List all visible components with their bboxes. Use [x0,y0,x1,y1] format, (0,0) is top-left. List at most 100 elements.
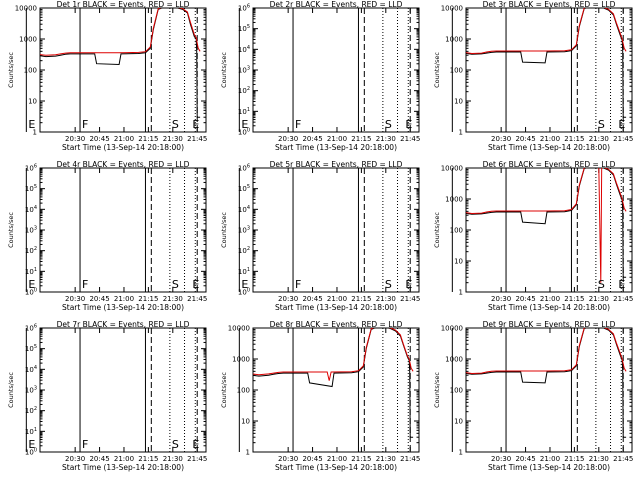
x-tick-label: 20:30 [278,455,298,463]
y-tick-label: 101 [238,107,250,116]
x-tick-label: 20:30 [65,455,85,463]
x-tick-label: 21:00 [540,135,560,143]
series-lld [253,328,414,381]
x-tick-label: 21:45 [187,455,207,463]
panel-8: Det 8r BLACK = Events, RED = LLD 1 10 100 10… [220,320,420,472]
interval-letter: E [618,118,625,131]
y-tick-label: 1000 [232,356,250,364]
interval-letter: S [172,438,179,451]
plot-frame [252,327,420,453]
y-axis-label: Counts/sec [433,212,441,248]
interval-letter: E [28,438,35,451]
x-tick-label: 21:45 [400,135,420,143]
x-tick-label: 21:00 [540,455,560,463]
interval-letter: E [618,278,625,291]
interval-letter: S [598,118,605,131]
panel-7: Det 7r BLACK = Events, RED = LLD 100 101 10… [7,320,207,472]
panel-1: Det 1r BLACK = Events, RED = LLD 1 10 100 10… [7,0,207,152]
interval-letter: S [172,118,179,131]
y-tick-label: 102 [25,406,37,415]
x-tick-label: 21:45 [187,135,207,143]
x-tick-label: 20:45 [302,455,322,463]
x-tick-label: 21:45 [187,295,207,303]
x-tick-label: 20:45 [302,135,322,143]
y-tick-label: 10 [28,98,37,106]
x-axis-label: Start Time (13-Sep-14 20:18:00) [488,303,610,312]
y-tick-label: 100 [24,67,37,75]
plot-frame [465,327,633,453]
interval-letter: S [385,278,392,291]
x-tick-label: 21:30 [376,295,396,303]
x-tick-label: 21:30 [163,135,183,143]
panel-title: Det 7r BLACK = Events, RED = LLD [57,320,190,329]
x-tick-label: 21:30 [376,135,396,143]
y-axis-label: Counts/sec [220,52,228,88]
y-tick-label: 100 [25,448,37,457]
y-tick-label: 102 [25,246,37,255]
x-tick-label: 20:45 [302,295,322,303]
x-axis-label: Start Time (13-Sep-14 20:18:00) [488,463,610,472]
x-tick-label: 21:15 [351,135,371,143]
y-tick-label: 106 [25,324,37,333]
series-lld [466,8,627,55]
panel-3: Det 3r BLACK = Events, RED = LLD 1 10 100 10… [433,0,633,152]
x-tick-label: 21:30 [589,295,609,303]
x-tick-label: 21:15 [138,295,158,303]
interval-letter: F [295,118,301,131]
x-tick-label: 21:45 [613,295,633,303]
x-tick-label: 21:00 [327,455,347,463]
y-tick-label: 104 [238,45,250,54]
y-tick-label: 101 [25,427,37,436]
x-tick-label: 21:15 [564,295,584,303]
x-tick-label: 20:30 [65,135,85,143]
x-tick-label: 21:00 [114,455,134,463]
interval-letter: F [82,118,88,131]
interval-letter: E [28,118,35,131]
y-tick-label: 10 [454,98,463,106]
x-tick-label: 21:45 [613,135,633,143]
y-tick-label: 106 [238,4,250,13]
y-tick-label: 100 [450,67,463,75]
y-tick-label: 103 [25,386,37,395]
x-axis-label: Start Time (13-Sep-14 20:18:00) [62,303,184,312]
y-axis-label: Counts/sec [433,52,441,88]
x-tick-label: 21:15 [351,455,371,463]
x-tick-label: 20:30 [278,295,298,303]
plot-frame [465,167,633,293]
y-tick-label: 1000 [445,196,463,204]
x-tick-label: 21:30 [376,455,396,463]
interval-letter: S [385,118,392,131]
y-tick-label: 100 [450,227,463,235]
interval-letter: E [241,118,248,131]
y-axis-label: Counts/sec [7,372,15,408]
y-tick-label: 100 [25,288,37,297]
x-axis-label: Start Time (13-Sep-14 20:18:00) [62,463,184,472]
y-tick-label: 101 [25,267,37,276]
panel-9: Det 9r BLACK = Events, RED = LLD 1 10 100 10… [433,320,633,472]
x-tick-label: 20:45 [89,135,109,143]
interval-letter: E [192,118,199,131]
y-tick-label: 106 [25,164,37,173]
panel-title: Det 2r BLACK = Events, RED = LLD [270,0,403,9]
y-axis-label: Counts/sec [433,372,441,408]
interval-letter: F [82,278,88,291]
y-tick-label: 103 [238,226,250,235]
x-tick-label: 20:30 [491,295,511,303]
panel-title: Det 3r BLACK = Events, RED = LLD [483,0,616,9]
y-tick-label: 105 [238,24,250,33]
x-axis-label: Start Time (13-Sep-14 20:18:00) [275,463,397,472]
interval-letter: E [192,278,199,291]
x-tick-label: 20:45 [515,455,535,463]
plot-frame [465,7,633,133]
series-events [40,8,201,118]
series-events [466,328,627,438]
x-tick-label: 21:00 [327,135,347,143]
y-tick-label: 103 [25,226,37,235]
y-tick-label: 101 [238,267,250,276]
x-tick-label: 21:15 [138,135,158,143]
interval-letter: E [405,278,412,291]
x-tick-label: 21:15 [138,455,158,463]
y-tick-label: 104 [25,365,37,374]
panel-5: Det 5r BLACK = Events, RED = LLD 100 101 10… [220,160,420,312]
